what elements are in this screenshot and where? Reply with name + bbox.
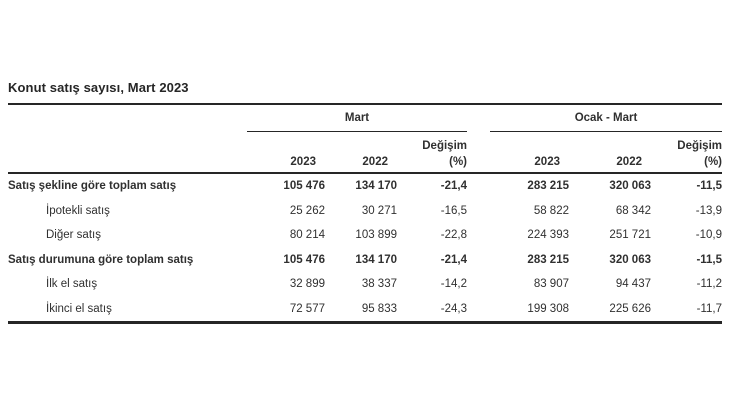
cell-mart-change: -21,4 xyxy=(440,253,467,266)
column-group-header-row: Mart Ocak - Mart xyxy=(8,104,723,132)
table-row-mortgaged-sales: İpotekli satış 25 262 30 271 -16,5 58 82… xyxy=(8,199,722,224)
header-mart-2023: 2023 xyxy=(247,152,325,174)
header-ocak-mart-2022: 2022 xyxy=(569,152,651,174)
cell-ocak-mart-2023: 283 215 xyxy=(527,180,569,193)
header-mart-2022: 2022 xyxy=(325,152,397,174)
cell-mart-change: -24,3 xyxy=(440,302,467,315)
cell-ocak-mart-2022: 68 342 xyxy=(615,204,651,217)
cell-ocak-mart-2023: 58 822 xyxy=(533,204,569,217)
cell-ocak-mart-change: -11,2 xyxy=(696,278,723,291)
row-label: Satış şekline göre toplam satış xyxy=(8,180,177,193)
header-ocak-mart-change-word: Değişim xyxy=(677,140,723,152)
group-spacer xyxy=(467,104,490,132)
cell-ocak-mart-change: -11,7 xyxy=(696,302,723,315)
cell-ocak-mart-change: -11,5 xyxy=(696,253,723,266)
header-mart-change-word: Değişim xyxy=(422,140,467,152)
empty-corner-cell xyxy=(8,104,247,132)
cell-mart-2022: 30 271 xyxy=(361,204,397,217)
table-row-second-hand-sales: İkinci el satış 72 577 95 833 -24,3 199 … xyxy=(8,297,722,323)
column-group-ocak-mart: Ocak - Mart xyxy=(490,104,723,132)
cell-ocak-mart-2022: 94 437 xyxy=(615,278,651,291)
cell-ocak-mart-2023: 83 907 xyxy=(533,278,569,291)
change-header-row: Değişim Değişim xyxy=(8,132,723,152)
cell-mart-2023: 32 899 xyxy=(289,278,325,291)
row-label: İkinci el satış xyxy=(46,302,112,315)
cell-ocak-mart-2022: 320 063 xyxy=(609,180,651,193)
cell-ocak-mart-2022: 320 063 xyxy=(609,253,651,266)
cell-mart-2022: 134 170 xyxy=(355,180,397,193)
cell-mart-2022: 95 833 xyxy=(361,302,397,315)
cell-ocak-mart-2023: 199 308 xyxy=(527,302,569,315)
cell-mart-change: -16,5 xyxy=(440,204,467,217)
header-ocak-mart-change-unit: (%) xyxy=(651,152,723,174)
row-label: Diğer satış xyxy=(46,229,101,242)
cell-ocak-mart-2023: 224 393 xyxy=(527,229,569,242)
cell-mart-2023: 105 476 xyxy=(283,253,325,266)
cell-mart-2023: 72 577 xyxy=(289,302,325,315)
table-row-first-hand-sales: İlk el satış 32 899 38 337 -14,2 83 907 … xyxy=(8,272,722,297)
table-row-other-sales: Diğer satış 80 214 103 899 -22,8 224 393… xyxy=(8,223,722,248)
cell-ocak-mart-change: -13,9 xyxy=(695,204,723,217)
header-ocak-mart-2023: 2023 xyxy=(490,152,569,174)
cell-ocak-mart-change: -11,5 xyxy=(696,180,723,193)
table-row-sale-status-total: Satış durumuna göre toplam satış 105 476… xyxy=(8,248,722,273)
column-group-mart: Mart xyxy=(247,104,467,132)
header-mart-change-unit: (%) xyxy=(397,152,467,174)
cell-mart-2023: 25 262 xyxy=(289,204,325,217)
housing-sales-table: Mart Ocak - Mart Değişim Değişim 2023 20… xyxy=(8,103,723,324)
year-header-row: 2023 2022 (%) 2023 2022 (%) xyxy=(8,152,723,174)
row-label: İlk el satış xyxy=(46,278,98,291)
row-label: İpotekli satış xyxy=(46,204,110,217)
page-title: Konut satış sayısı, Mart 2023 xyxy=(8,80,189,95)
row-label: Satış durumuna göre toplam satış xyxy=(8,253,194,266)
cell-mart-change: -21,4 xyxy=(440,180,467,193)
cell-mart-2023: 105 476 xyxy=(283,180,325,193)
cell-mart-2023: 80 214 xyxy=(289,229,325,242)
cell-mart-change: -22,8 xyxy=(440,229,467,242)
table-row-sale-type-total: Satış şekline göre toplam satış 105 476 … xyxy=(8,173,722,199)
cell-mart-change: -14,2 xyxy=(440,278,467,291)
cell-ocak-mart-2022: 225 626 xyxy=(609,302,651,315)
cell-ocak-mart-2023: 283 215 xyxy=(527,253,569,266)
cell-ocak-mart-change: -10,9 xyxy=(695,229,723,242)
cell-mart-2022: 38 337 xyxy=(361,278,397,291)
cell-mart-2022: 134 170 xyxy=(355,253,397,266)
cell-mart-2022: 103 899 xyxy=(355,229,397,242)
cell-ocak-mart-2022: 251 721 xyxy=(609,229,651,242)
